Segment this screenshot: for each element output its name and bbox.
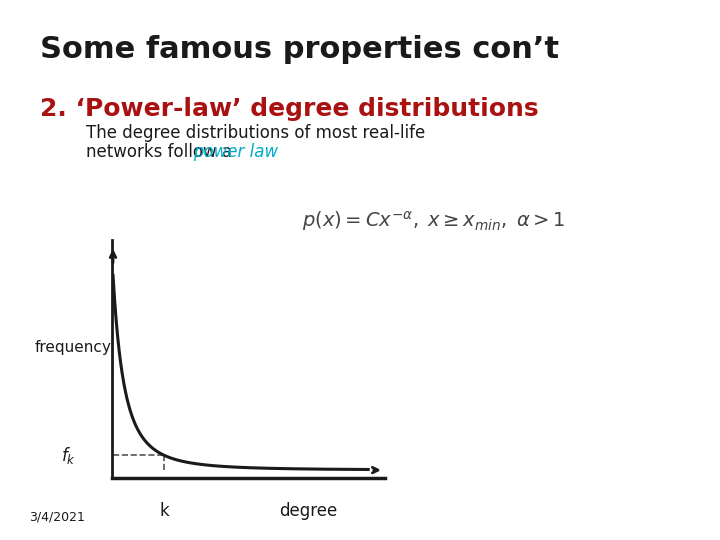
Text: $p(x) = Cx^{-\alpha},\; x \geq x_{min},\; \alpha > 1$: $p(x) = Cx^{-\alpha},\; x \geq x_{min},\…	[302, 210, 566, 233]
Text: k: k	[159, 502, 169, 519]
Text: networks follow a: networks follow a	[86, 143, 238, 161]
Text: 2. ‘Power-law’ degree distributions: 2. ‘Power-law’ degree distributions	[40, 97, 539, 121]
Text: The degree distributions of most real-life: The degree distributions of most real-li…	[86, 124, 426, 142]
Text: Some famous properties con’t: Some famous properties con’t	[40, 35, 559, 64]
Text: degree: degree	[279, 502, 338, 519]
Text: frequency: frequency	[35, 340, 112, 355]
Text: $f_k$: $f_k$	[61, 445, 76, 466]
Text: power law: power law	[193, 143, 278, 161]
Text: 3/4/2021: 3/4/2021	[29, 510, 85, 523]
